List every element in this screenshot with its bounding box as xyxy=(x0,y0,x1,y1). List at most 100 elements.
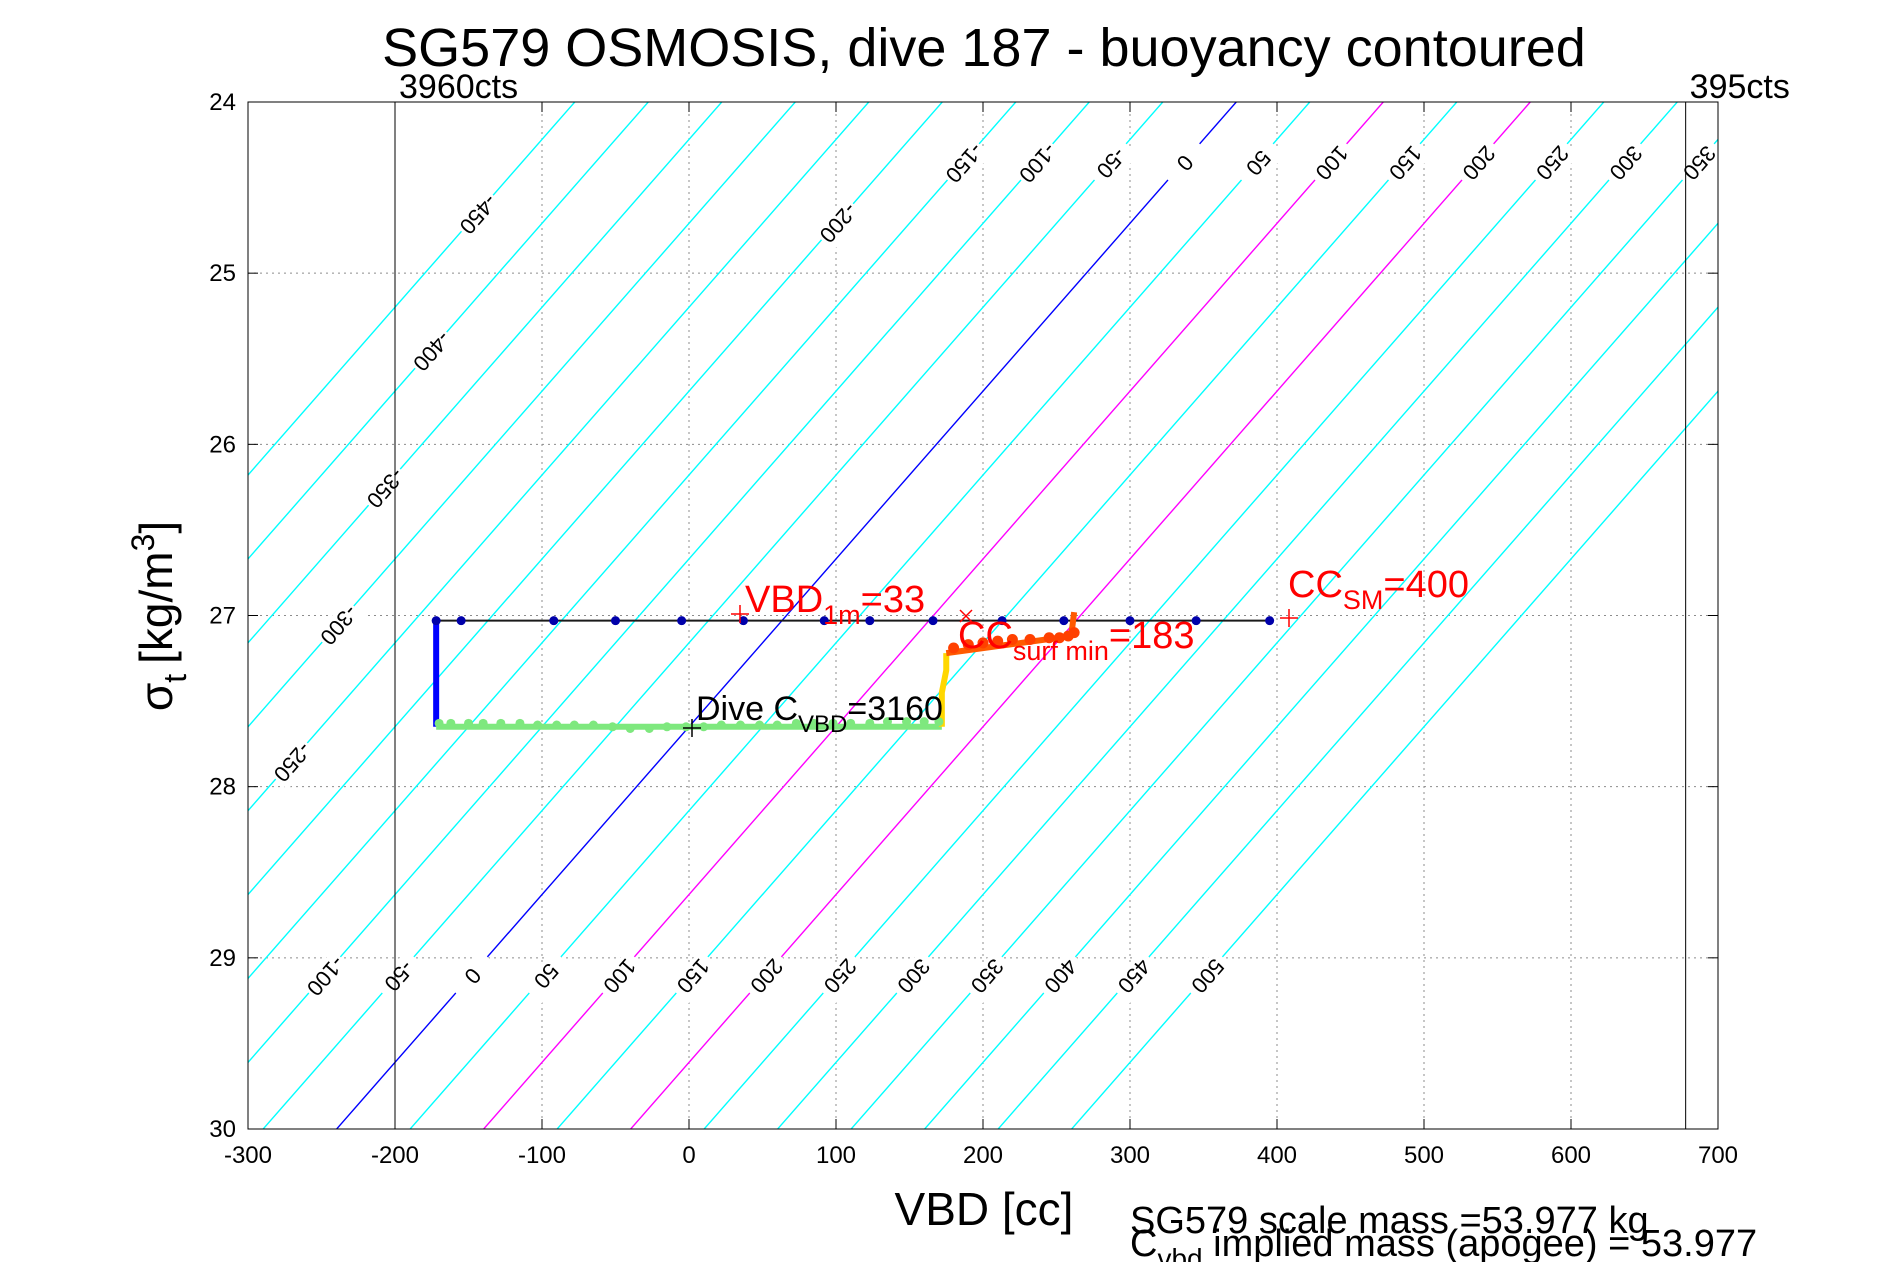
blue-marker xyxy=(865,616,875,626)
y-tick-label: 29 xyxy=(209,945,236,972)
annotation-vbd1m: VBD1m=33 xyxy=(745,579,925,630)
green-marker xyxy=(644,723,654,733)
annotation-base: CC xyxy=(1288,564,1343,606)
orange-marker xyxy=(1006,633,1018,645)
green-marker xyxy=(772,720,782,730)
contour-label-bg xyxy=(361,462,413,516)
y-axis-label-close: ] xyxy=(130,521,182,534)
blue-marker xyxy=(1191,616,1201,626)
blue-marker xyxy=(611,616,620,626)
x-tick-label: -300 xyxy=(224,1142,272,1169)
footer-implied-mass: Cvbd implied mass (apogee) = 53.977 xyxy=(1130,1223,1757,1262)
green-marker xyxy=(865,718,875,728)
orange-marker xyxy=(1043,632,1055,644)
contour-label-bg xyxy=(1601,137,1653,191)
counts-label: 3960cts xyxy=(399,68,518,106)
contour-label-bg xyxy=(448,950,500,1004)
x-tick-label: 300 xyxy=(1110,1142,1150,1169)
contour-label-bg xyxy=(374,950,426,1004)
contour-label-bg xyxy=(1233,137,1286,191)
orange-marker xyxy=(977,637,989,649)
green-marker xyxy=(625,723,635,733)
blue-marker xyxy=(819,616,829,626)
y-axis-label-sub: t xyxy=(157,674,193,683)
annotation-value: =33 xyxy=(861,579,925,621)
green-marker xyxy=(552,720,562,730)
contour-label-bg xyxy=(407,325,459,379)
blue-marker xyxy=(1125,616,1135,626)
contour-label-bg xyxy=(962,950,1014,1004)
contour-label-bg xyxy=(1454,137,1506,191)
contour-line xyxy=(248,102,944,896)
x-tick-label: 500 xyxy=(1404,1142,1444,1169)
dive-series-line xyxy=(938,653,950,727)
y-tick-label: 28 xyxy=(209,774,236,801)
x-tick-label: 200 xyxy=(963,1142,1003,1169)
green-marker xyxy=(735,720,745,730)
footer-scale-mass: SG579 scale mass =53.977 kg xyxy=(1130,1200,1649,1242)
green-marker xyxy=(716,720,726,730)
contour-label-bg xyxy=(521,950,573,1004)
green-marker xyxy=(478,718,488,728)
green-marker xyxy=(919,717,929,727)
blue-marker xyxy=(431,616,441,626)
contour-line xyxy=(248,102,1017,980)
x-axis-label: VBD [cc] xyxy=(895,1183,1074,1235)
contour-label-bg xyxy=(1674,137,1727,191)
dive-markers xyxy=(431,616,1275,733)
annotation-sub: surf min xyxy=(1013,636,1109,666)
contour-line xyxy=(248,102,576,477)
contour-label-bg xyxy=(1183,950,1235,1004)
green-marker xyxy=(496,718,506,728)
green-marker xyxy=(699,722,709,732)
annotation-marker xyxy=(731,605,749,623)
contour-label-bg xyxy=(1307,137,1359,191)
vbd-counts-lines: 3960cts 395cts xyxy=(394,68,1790,1129)
contour-label-bg xyxy=(815,950,867,1004)
x-tick-label: -100 xyxy=(518,1142,566,1169)
footer-implied-mass-rest: implied mass (apogee) = 53.977 xyxy=(1203,1223,1758,1262)
orange-marker xyxy=(1068,627,1080,639)
x-tick-label: 700 xyxy=(1698,1142,1738,1169)
grid-lines xyxy=(248,102,1718,1129)
green-marker xyxy=(515,718,525,728)
green-marker xyxy=(846,718,856,728)
green-marker xyxy=(755,720,765,730)
annotation-value: =183 xyxy=(1109,615,1195,657)
contour-label-bg xyxy=(595,950,647,1004)
orange-marker xyxy=(1053,632,1065,644)
annotation-base: VBD xyxy=(745,579,823,621)
contour-label-bg xyxy=(1109,950,1161,1004)
green-marker xyxy=(882,717,892,727)
annotation-sub: VBD xyxy=(798,711,847,738)
blue-marker xyxy=(677,616,687,626)
y-tick-label: 30 xyxy=(209,1116,236,1143)
y-tick-label: 26 xyxy=(209,431,236,458)
contour-label-bg xyxy=(453,188,506,242)
chart-title: SG579 OSMOSIS, dive 187 - buoyancy conto… xyxy=(382,18,1586,78)
green-marker xyxy=(662,722,672,732)
annotation-base: Dive C xyxy=(696,690,798,728)
contour-label-bg xyxy=(314,599,366,653)
green-marker xyxy=(791,718,801,728)
annotation-base: CC xyxy=(958,615,1013,657)
green-marker xyxy=(446,718,456,728)
x-tick-label: 100 xyxy=(816,1142,856,1169)
contour-label-bg xyxy=(1160,137,1212,191)
annotation-marker xyxy=(683,719,701,737)
green-marker xyxy=(464,718,473,728)
x-tick-label: 600 xyxy=(1551,1142,1591,1169)
footer-implied-mass-sub: vbd xyxy=(1157,1243,1202,1262)
contour-line xyxy=(248,102,650,561)
contour-label-bg xyxy=(301,950,353,1004)
annotation-marker xyxy=(1280,609,1298,627)
x-tick-label: 400 xyxy=(1257,1142,1297,1169)
y-tick-label: 27 xyxy=(209,603,236,630)
y-tick-label: 25 xyxy=(209,260,236,287)
blue-marker xyxy=(456,616,466,626)
green-marker xyxy=(902,717,912,727)
y-tick-label: 24 xyxy=(209,89,236,116)
orange-marker xyxy=(948,642,960,654)
